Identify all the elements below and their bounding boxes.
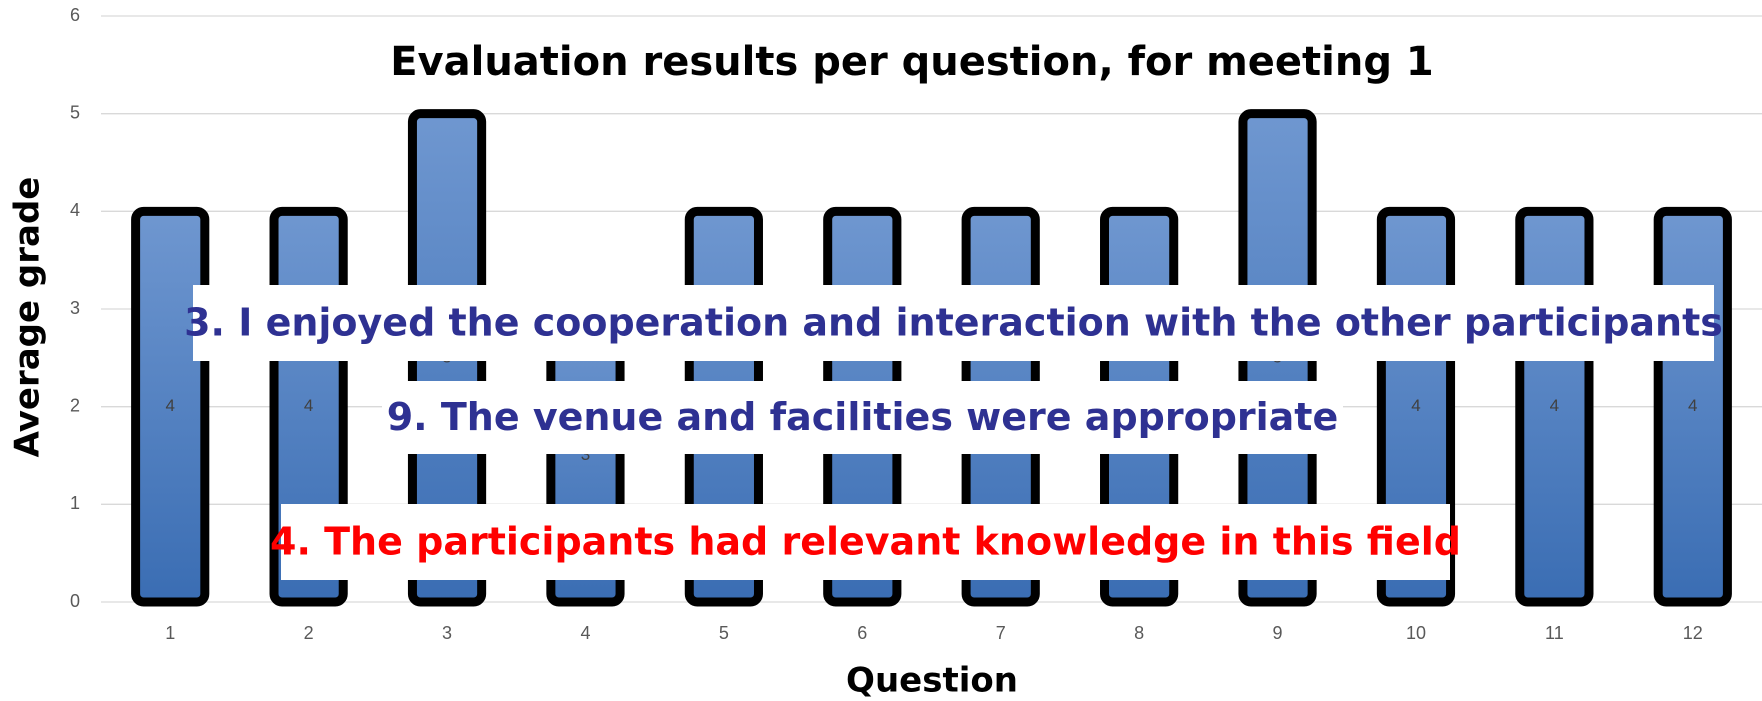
x-tick-label: 7: [996, 623, 1006, 643]
y-tick-label: 5: [70, 102, 80, 122]
x-tick-label: 6: [857, 623, 867, 643]
data-label: 4: [1411, 396, 1420, 415]
annotation-box: [281, 504, 1450, 580]
data-label: 4: [165, 396, 174, 415]
y-tick-label: 0: [70, 591, 80, 611]
chart-title: Evaluation results per question, for mee…: [390, 39, 1434, 85]
x-tick-label: 1: [165, 623, 175, 643]
x-tick-label: 10: [1406, 623, 1426, 643]
y-axis-title: Average grade: [8, 177, 48, 458]
x-tick-label: 9: [1273, 623, 1283, 643]
x-tick-label: 12: [1683, 623, 1703, 643]
x-tick-label: 3: [442, 623, 452, 643]
annotation-box: [193, 285, 1714, 361]
y-tick-label: 2: [70, 395, 80, 415]
y-tick-label: 6: [70, 5, 80, 25]
bar: [131, 206, 210, 607]
x-tick-label: 8: [1134, 623, 1144, 643]
data-label: 4: [1688, 396, 1697, 415]
annotation: 3. I enjoyed the cooperation and interac…: [184, 301, 1723, 345]
y-tick-label: 1: [70, 493, 80, 513]
x-tick-label: 5: [719, 623, 729, 643]
y-tick-label: 4: [70, 200, 80, 220]
annotation: 4. The participants had relevant knowled…: [270, 520, 1461, 564]
x-tick-label: 2: [304, 623, 314, 643]
x-tick-label: 11: [1545, 623, 1564, 643]
annotation: 9. The venue and facilities were appropr…: [387, 395, 1339, 439]
x-axis-title: Question: [846, 661, 1018, 701]
data-label: 4: [304, 396, 313, 415]
y-tick-label: 3: [70, 298, 80, 318]
data-label: 3: [581, 445, 590, 464]
annotation-box: [382, 381, 1343, 454]
x-tick-label: 4: [580, 623, 590, 643]
data-label: 4: [1550, 396, 1559, 415]
